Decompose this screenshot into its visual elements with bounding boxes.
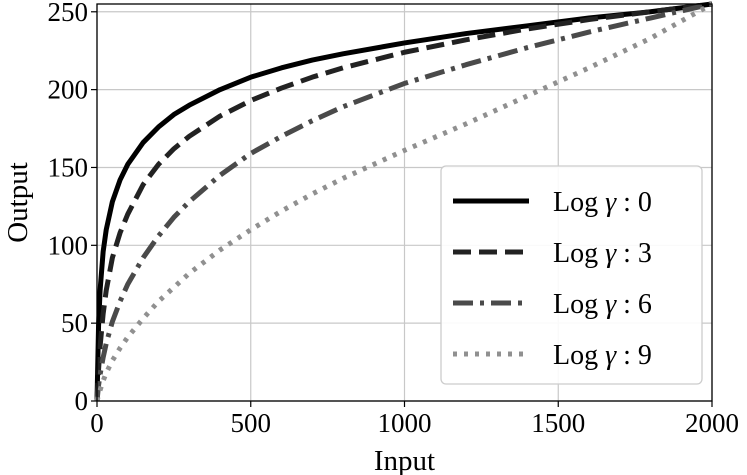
x-axis-label: Input (374, 445, 435, 475)
legend-label-prefix: Log (553, 187, 605, 218)
legend-label-0: Log γ : 0 (553, 187, 652, 218)
y-tick-label: 150 (48, 152, 89, 182)
x-tick-label: 1000 (378, 408, 432, 438)
legend-label-2: Log γ : 6 (553, 289, 652, 320)
legend-label-prefix: Log (553, 289, 605, 320)
y-tick-label: 50 (61, 308, 88, 338)
y-tick-label: 250 (48, 0, 89, 27)
series-line-3 (94, 1, 714, 402)
series-line-2 (94, 1, 713, 402)
legend-label-suffix: : 6 (616, 289, 652, 320)
series-line-0 (94, 1, 713, 402)
series-layer (94, 1, 714, 402)
x-tick-label: 1500 (531, 408, 585, 438)
y-tick-label: 0 (75, 386, 89, 416)
legend-box (440, 165, 703, 385)
legend-label-symbol: γ (605, 187, 617, 218)
legend-label-suffix: : 3 (616, 238, 652, 269)
x-tick-label: 0 (90, 408, 104, 438)
series-line-1 (94, 1, 713, 402)
legend-label-suffix: : 9 (616, 340, 652, 371)
legend-label-symbol: γ (605, 289, 617, 320)
tick-layer: 0 500 1000 1500 2000 0 50 100 150 200 250 (48, 0, 740, 438)
legend-label-symbol: γ (605, 340, 617, 371)
y-tick-label: 200 (48, 75, 89, 105)
legend-label-suffix: : 0 (616, 187, 652, 218)
x-tick-label: 2000 (685, 408, 739, 438)
legend-label-1: Log γ : 3 (553, 238, 652, 269)
x-tick-label: 500 (231, 408, 272, 438)
y-axis-label: Output (2, 162, 34, 243)
legend-label-symbol: γ (605, 238, 617, 269)
y-tick-label: 100 (48, 230, 89, 260)
legend-label-prefix: Log (553, 238, 605, 269)
legend-label-3: Log γ : 9 (553, 340, 652, 371)
legend-label-prefix: Log (553, 340, 605, 371)
